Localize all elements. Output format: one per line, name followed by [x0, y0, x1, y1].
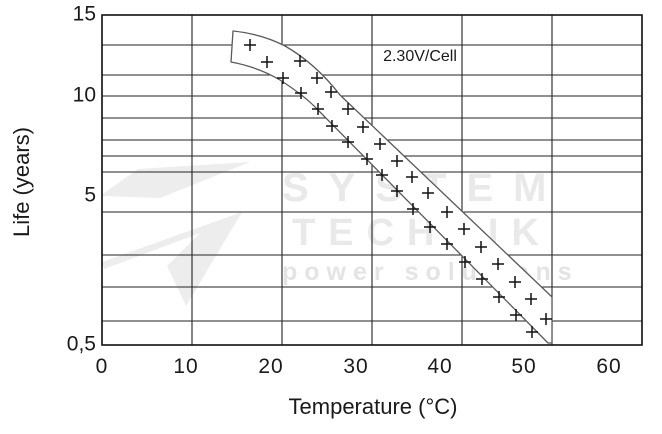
plus-marker: [261, 56, 273, 68]
y-tick-label: 5: [84, 183, 96, 207]
plus-marker: [391, 185, 403, 197]
plus-marker: [374, 138, 386, 150]
plus-marker: [509, 276, 521, 288]
plus-marker: [475, 241, 487, 253]
plus-marker: [422, 187, 434, 199]
plus-marker: [361, 153, 373, 165]
plus-marker: [342, 103, 354, 115]
plus-marker: [526, 326, 538, 338]
plus-marker: [311, 72, 323, 84]
x-tick-label: 30: [343, 355, 369, 378]
plus-marker: [277, 72, 289, 84]
plus-marker: [325, 86, 337, 98]
plus-marker: [295, 87, 307, 99]
plus-marker: [458, 223, 470, 235]
plus-marker: [492, 258, 504, 270]
plus-marker: [294, 55, 306, 67]
plus-marker: [376, 169, 388, 181]
plus-marker: [406, 171, 418, 183]
x-tick-label: 40: [427, 355, 453, 378]
plus-marker: [357, 121, 369, 133]
plus-marker: [525, 293, 537, 305]
plus-marker: [244, 39, 256, 51]
expected-life-band: [230, 30, 553, 344]
plus-marker: [441, 238, 453, 250]
plot-border: [101, 14, 643, 346]
x-tick-label: 20: [258, 355, 284, 378]
x-tick-label: 0: [95, 355, 109, 378]
x-axis-title: Temperature (°C): [288, 394, 458, 419]
x-tick-label: 60: [596, 355, 622, 378]
y-axis-title: Life (years): [9, 126, 34, 238]
voltage-per-cell-label: 2.30V/Cell: [383, 48, 457, 65]
y-tick-label: 15: [72, 2, 96, 26]
x-tick-label: 10: [173, 355, 199, 378]
x-tick-label: 50: [511, 355, 537, 378]
plus-marker: [407, 203, 419, 215]
plus-marker: [391, 155, 403, 167]
plus-marker: [326, 120, 338, 132]
plus-marker: [540, 313, 552, 325]
plus-marker: [424, 221, 436, 233]
y-tick-label: 10: [72, 83, 96, 107]
plus-marker: [342, 136, 354, 148]
plus-marker: [510, 309, 522, 321]
plus-marker: [476, 273, 488, 285]
plus-marker: [493, 291, 505, 303]
y-tick-label: 0,5: [66, 332, 96, 356]
plus-marker: [441, 206, 453, 218]
plus-marker: [459, 256, 471, 268]
plus-marker: [312, 103, 324, 115]
